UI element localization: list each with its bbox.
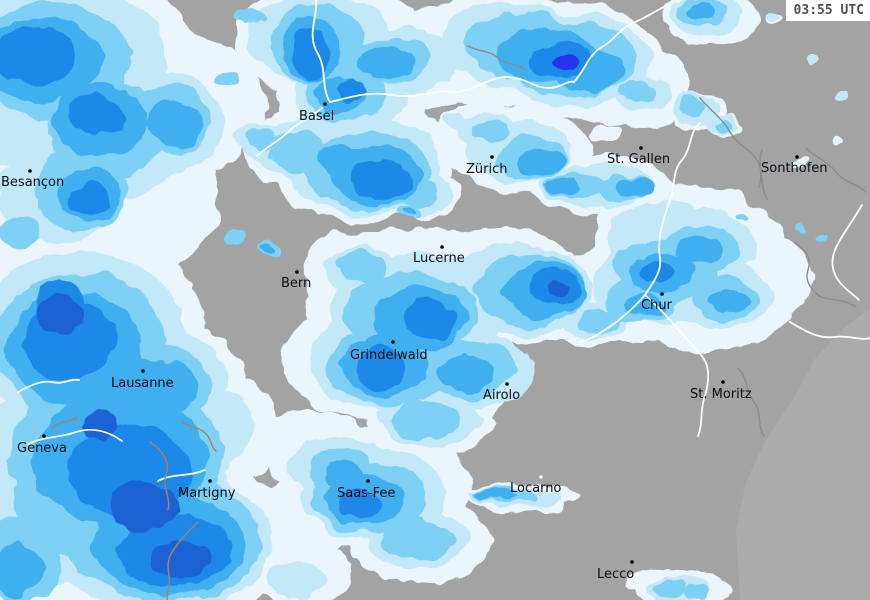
border-line-gray [794, 242, 857, 308]
border-line-white [573, 4, 669, 83]
city-dot [639, 146, 643, 150]
city-dot [490, 155, 494, 159]
city-dot [323, 102, 327, 106]
city-dot [505, 382, 509, 386]
city-dot [721, 380, 725, 384]
border-line-white [789, 321, 870, 340]
border-line-gray [758, 149, 763, 188]
border-line-white [17, 378, 80, 393]
city-dot [391, 340, 395, 344]
border-line-white [329, 76, 575, 103]
city-dot [539, 475, 543, 479]
city-dot [295, 270, 299, 274]
border-line-gray [805, 147, 867, 193]
land-light-region [736, 308, 870, 600]
city-dot [28, 169, 32, 173]
border-line-white [667, 122, 701, 206]
city-dot [630, 560, 634, 564]
city-dot [208, 479, 212, 483]
city-dot [795, 155, 799, 159]
city-dot [366, 479, 370, 483]
border-line-brown [149, 441, 170, 511]
city-dot [660, 292, 664, 296]
precip-level-5 [36, 282, 570, 579]
border-line-brown [51, 416, 79, 429]
border-line-brown [181, 421, 217, 452]
border-line-white [311, 0, 331, 103]
city-markers-layer [28, 102, 799, 564]
border-line-white [644, 294, 710, 437]
border-line-white [256, 107, 323, 157]
border-line-white [831, 204, 863, 301]
timestamp-badge: 03:55 UTC [785, 0, 870, 21]
precip-level-6 [554, 54, 582, 70]
border-line-white [157, 469, 206, 482]
borders-layer [17, 0, 870, 600]
precipitation-layer [0, 0, 849, 600]
border-line-gray [699, 97, 769, 201]
border-line-gray [467, 45, 527, 71]
city-dot [42, 434, 46, 438]
border-line-brown [166, 521, 199, 600]
city-dot [141, 369, 145, 373]
border-line-white [27, 428, 123, 445]
city-dot [440, 245, 444, 249]
border-line-gray [737, 367, 765, 437]
